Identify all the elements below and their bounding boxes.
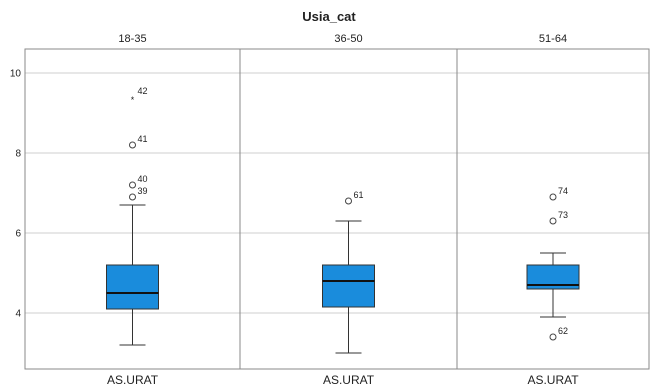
y-tick-label: 10	[10, 69, 22, 80]
panel-18-35: 18-35 AS.URAT 39 40 41 *42	[24, 33, 241, 387]
panel-layer: 18-35 AS.URAT 39 40 41 *42 36-50 AS.URAT 61 51-64…	[24, 33, 650, 387]
outlier-marker	[129, 141, 136, 149]
iqr-box	[106, 264, 159, 310]
chart-title: Usia_cat	[302, 9, 356, 24]
y-axis: 4 6 8 10	[10, 69, 22, 320]
outlier-label: 39	[138, 186, 148, 196]
x-category-label: AS.URAT	[107, 373, 159, 387]
x-category-label: AS.URAT	[323, 373, 375, 387]
outlier-label: 41	[138, 134, 148, 144]
extreme-outlier-marker: *	[131, 95, 135, 105]
iqr-box	[322, 264, 375, 308]
facet-label: 18-35	[118, 33, 146, 45]
outlier-marker	[129, 181, 136, 189]
outlier-marker	[549, 193, 557, 201]
outlier-label: 40	[138, 174, 148, 184]
outlier-marker	[129, 193, 136, 201]
outlier-marker	[549, 217, 557, 225]
outlier-label: 73	[558, 210, 568, 220]
facet-label: 36-50	[334, 33, 362, 45]
outlier-marker	[345, 197, 352, 205]
facet-label: 51-64	[539, 33, 567, 45]
x-category-label: AS.URAT	[527, 373, 579, 387]
outlier-marker	[549, 333, 557, 341]
outlier-label: 61	[354, 190, 364, 200]
y-tick-label: 6	[15, 229, 21, 240]
outlier-label: 42	[138, 86, 148, 96]
panel-frame	[456, 48, 650, 370]
panel-36-50: 36-50 AS.URAT 61	[239, 33, 458, 387]
y-tick-label: 8	[15, 149, 21, 160]
y-tick-label: 4	[15, 309, 21, 320]
grid-layer	[25, 72, 649, 314]
panel-51-64: 51-64 AS.URAT 62 73 74	[456, 33, 650, 387]
outlier-label: 62	[558, 326, 568, 336]
outlier-label: 74	[558, 186, 568, 196]
